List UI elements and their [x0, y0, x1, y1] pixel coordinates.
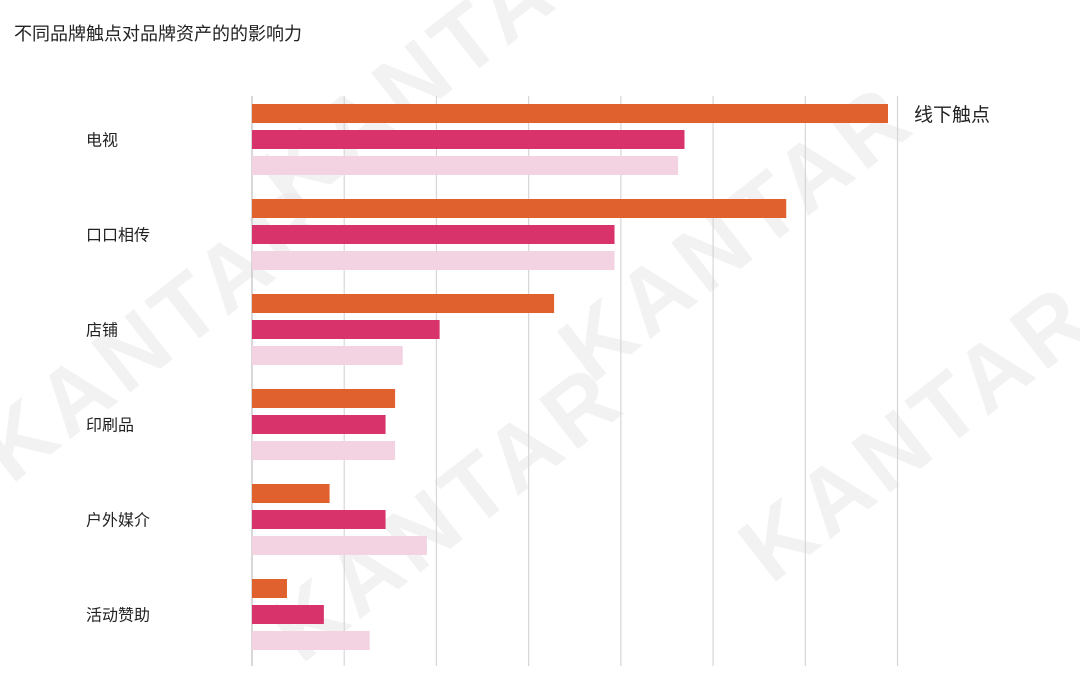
category-label: 口口相传 — [86, 226, 150, 245]
grid-lines — [251, 96, 899, 666]
bar-series-2 — [252, 320, 440, 339]
bar-series-1 — [252, 104, 888, 123]
bar-series-3 — [252, 346, 403, 365]
bar-series-1 — [252, 484, 330, 503]
bar-series-3 — [252, 441, 396, 460]
category-label: 户外媒介 — [86, 511, 150, 530]
category-label: 电视 — [86, 131, 118, 150]
bar-series-3 — [252, 631, 370, 650]
bar-series-2 — [252, 510, 386, 529]
category-label: 店铺 — [86, 321, 118, 340]
bar-series-3 — [252, 251, 615, 270]
bar-series-2 — [252, 415, 386, 434]
chart-title: 不同品牌触点对品牌资产的的影响力 — [14, 24, 302, 45]
series-label: 线下触点 — [914, 104, 991, 126]
bar-series-1 — [252, 294, 555, 313]
bar-series-2 — [252, 225, 615, 244]
category-label: 印刷品 — [86, 416, 134, 435]
bar-series-1 — [252, 199, 787, 218]
bar-series-3 — [252, 536, 427, 555]
category-label: 活动赞助 — [86, 606, 150, 625]
bar-series-2 — [252, 130, 685, 149]
bar-series-2 — [252, 605, 324, 624]
bar-series-1 — [252, 389, 396, 408]
bar-series-3 — [252, 156, 679, 175]
bar-series-1 — [252, 579, 287, 598]
bars — [252, 104, 888, 650]
